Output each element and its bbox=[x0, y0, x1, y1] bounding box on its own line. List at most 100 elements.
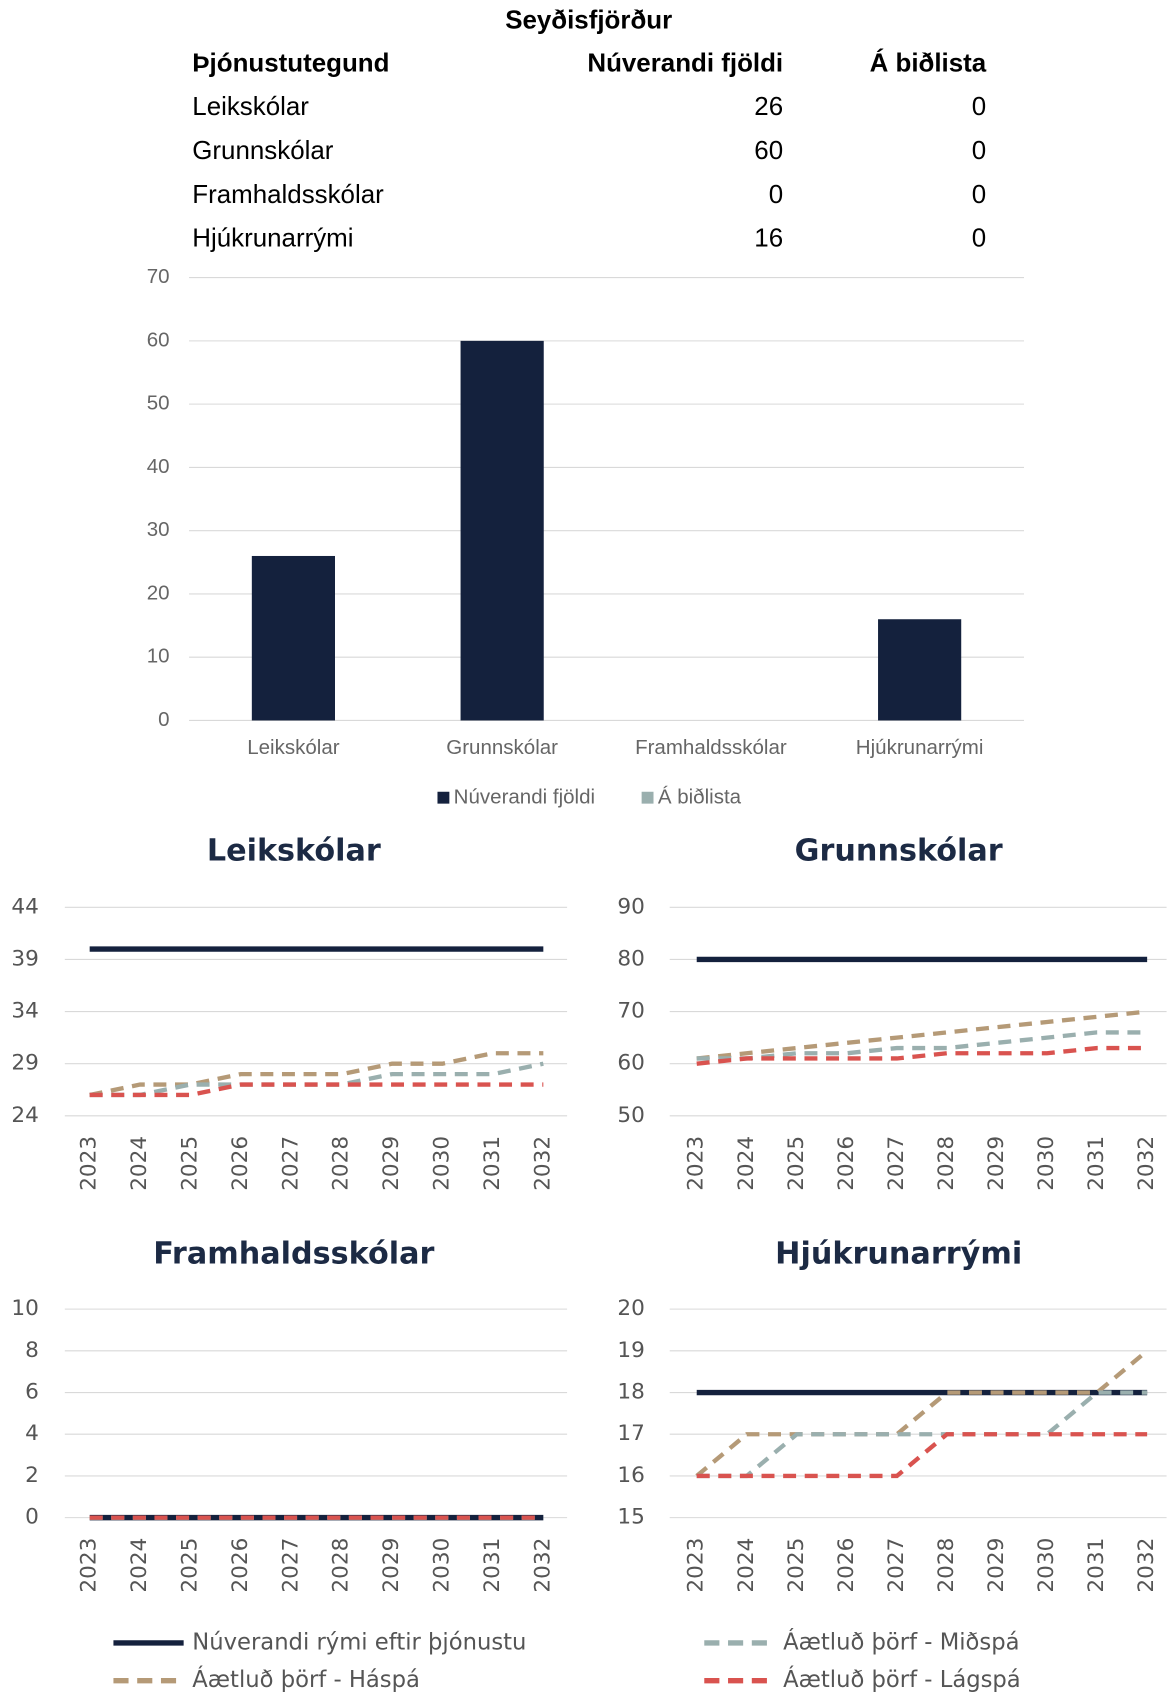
table-cell: 16 bbox=[754, 225, 783, 253]
x-tick-label: 2026 bbox=[834, 1136, 859, 1191]
legend-swatch bbox=[641, 791, 654, 804]
x-tick-label: 2029 bbox=[379, 1136, 404, 1191]
y-tick-label: 2 bbox=[25, 1463, 39, 1488]
y-tick-label: 40 bbox=[147, 455, 170, 478]
bar bbox=[460, 340, 544, 721]
table-cell: Hjúkrunarrými bbox=[192, 225, 353, 253]
y-tick-label: 44 bbox=[11, 894, 38, 919]
x-tick-label: 2024 bbox=[734, 1136, 759, 1191]
x-tick-label: 2023 bbox=[684, 1538, 709, 1593]
page-title: Seyðisfjörður bbox=[505, 6, 672, 34]
line-series bbox=[696, 1432, 1148, 1479]
x-tick-label: 2025 bbox=[784, 1538, 809, 1593]
x-tick-label: 2028 bbox=[329, 1538, 354, 1593]
table-cell: Grunnskólar bbox=[192, 137, 333, 165]
x-tick-label: 2030 bbox=[1034, 1136, 1059, 1191]
table-cell: Leikskólar bbox=[192, 93, 309, 121]
legend-swatch bbox=[437, 791, 450, 804]
y-tick-label: 0 bbox=[25, 1505, 39, 1530]
y-tick-label: 10 bbox=[11, 1296, 38, 1321]
x-tick-label: 2032 bbox=[1134, 1538, 1159, 1593]
line-series bbox=[696, 1045, 1148, 1066]
y-tick-label: 20 bbox=[617, 1296, 644, 1321]
x-tick-label: 2029 bbox=[984, 1538, 1009, 1593]
line-series bbox=[695, 1349, 1149, 1478]
chart-title: Hjúkrunarrými bbox=[775, 1237, 1022, 1272]
x-tick-label: Leikskólar bbox=[247, 736, 340, 759]
legend-label: Áætluð þörf - Lágspá bbox=[783, 1665, 1021, 1693]
chart-title: Grunnskólar bbox=[795, 834, 1003, 869]
x-tick-label: 2023 bbox=[77, 1136, 102, 1191]
line-series bbox=[696, 1390, 1148, 1479]
table-header: Á biðlista bbox=[870, 49, 987, 78]
y-tick-label: 6 bbox=[25, 1380, 39, 1405]
legend-label: Áætluð þörf - Miðspá bbox=[783, 1627, 1019, 1655]
y-tick-label: 29 bbox=[11, 1051, 38, 1076]
x-tick-label: 2023 bbox=[77, 1538, 102, 1593]
x-tick-label: 2027 bbox=[884, 1136, 909, 1191]
x-tick-label: 2030 bbox=[430, 1538, 455, 1593]
x-tick-label: Hjúkrunarrými bbox=[856, 736, 984, 759]
line-series bbox=[89, 1061, 544, 1098]
y-tick-label: 18 bbox=[617, 1380, 644, 1405]
x-tick-label: 2026 bbox=[228, 1538, 253, 1593]
table-cell: 0 bbox=[972, 93, 986, 121]
y-tick-label: 4 bbox=[25, 1421, 39, 1446]
y-tick-label: 19 bbox=[617, 1338, 644, 1363]
x-tick-label: 2025 bbox=[784, 1136, 809, 1191]
table-cell: 0 bbox=[972, 181, 986, 209]
x-tick-label: 2024 bbox=[734, 1538, 759, 1593]
x-tick-label: Grunnskólar bbox=[446, 736, 558, 759]
bar bbox=[251, 555, 335, 721]
table-header: Núverandi fjöldi bbox=[587, 50, 783, 78]
x-tick-label: 2028 bbox=[934, 1538, 959, 1593]
x-tick-label: 2030 bbox=[1034, 1538, 1059, 1593]
legend-label: Áætluð þörf - Háspá bbox=[192, 1665, 420, 1693]
y-tick-label: 0 bbox=[158, 708, 169, 731]
x-tick-label: 2029 bbox=[379, 1538, 404, 1593]
x-tick-label: 2024 bbox=[127, 1136, 152, 1191]
table-cell: 0 bbox=[972, 137, 986, 165]
y-tick-label: 10 bbox=[147, 645, 170, 668]
x-tick-label: 2028 bbox=[934, 1136, 959, 1191]
x-tick-label: 2027 bbox=[278, 1538, 303, 1593]
line-series bbox=[696, 1009, 1148, 1061]
bar bbox=[878, 619, 962, 721]
x-tick-label: 2032 bbox=[1134, 1136, 1159, 1191]
y-tick-label: 20 bbox=[147, 581, 170, 604]
y-tick-label: 15 bbox=[617, 1505, 644, 1530]
table-cell: 0 bbox=[972, 225, 986, 253]
y-tick-label: 60 bbox=[617, 1051, 644, 1076]
x-tick-label: Framhaldsskólar bbox=[635, 736, 787, 759]
y-tick-label: 70 bbox=[617, 999, 644, 1024]
legend-label: Núverandi fjöldi bbox=[454, 786, 595, 809]
y-tick-label: 70 bbox=[147, 265, 170, 288]
y-tick-label: 17 bbox=[617, 1421, 644, 1446]
x-tick-label: 2031 bbox=[480, 1136, 505, 1191]
x-tick-label: 2027 bbox=[278, 1136, 303, 1191]
x-tick-label: 2024 bbox=[127, 1538, 152, 1593]
x-tick-label: 2032 bbox=[530, 1136, 555, 1191]
x-tick-label: 2031 bbox=[480, 1538, 505, 1593]
y-tick-label: 34 bbox=[11, 999, 38, 1024]
chart-title: Leikskólar bbox=[207, 834, 381, 869]
x-tick-label: 2025 bbox=[177, 1538, 202, 1593]
table-cell: 26 bbox=[754, 93, 783, 121]
y-tick-label: 50 bbox=[147, 392, 170, 415]
line-series bbox=[696, 1030, 1148, 1061]
x-tick-label: 2032 bbox=[530, 1538, 555, 1593]
line-series bbox=[89, 1082, 544, 1098]
x-tick-label: 2030 bbox=[430, 1136, 455, 1191]
y-tick-label: 8 bbox=[25, 1338, 39, 1363]
y-tick-label: 80 bbox=[617, 946, 644, 971]
table-header: Þjónustutegund bbox=[192, 50, 389, 78]
table-cell: 0 bbox=[769, 181, 783, 209]
y-tick-label: 90 bbox=[617, 894, 644, 919]
y-tick-label: 60 bbox=[147, 328, 170, 351]
x-tick-label: 2026 bbox=[228, 1136, 253, 1191]
legend-label: Á biðlista bbox=[658, 786, 742, 809]
x-tick-label: 2026 bbox=[834, 1538, 859, 1593]
chart-title: Framhaldsskólar bbox=[153, 1237, 434, 1272]
y-tick-label: 50 bbox=[617, 1103, 644, 1128]
